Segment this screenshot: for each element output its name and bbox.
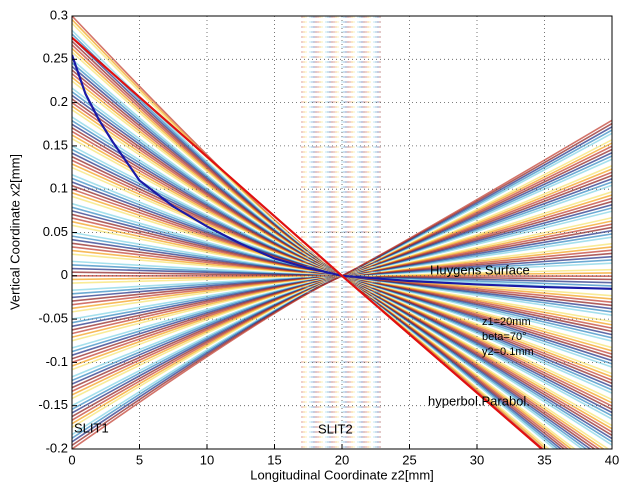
x-tick-label: 25 [402,452,416,467]
y-tick-label: -0.2 [46,440,68,455]
x-tick-label: 0 [68,452,75,467]
x-tick-label: 5 [136,452,143,467]
y-tick-label: 0.15 [43,137,68,152]
y-tick-label: -0.05 [38,311,68,326]
y-tick-label: -0.15 [38,397,68,412]
x-tick-label: 15 [267,452,281,467]
x-tick-label: 20 [335,452,349,467]
y-tick-label: 0 [61,267,68,282]
y-tick-label: 0.1 [50,181,68,196]
annotation: Huygens Surface [430,262,530,277]
y-tick-label: 0.3 [50,7,68,22]
annotation: hyperbol.Parabol. [428,393,530,408]
annotation: SLIT2 [318,421,353,436]
annotation: y2=0.1mm [482,346,534,358]
x-tick-label: 10 [200,452,214,467]
x-axis-label: Longitudinal Coordinate z2[mm] [250,467,434,482]
y-tick-label: 0.05 [43,224,68,239]
y-tick-label: -0.1 [46,354,68,369]
x-tick-label: 30 [470,452,484,467]
annotation: SLIT1 [74,420,109,435]
annotation: z1=20mm [482,316,531,328]
y-tick-label: 0.2 [50,94,68,109]
y-tick-label: 0.25 [43,51,68,66]
x-tick-label: 35 [537,452,551,467]
x-tick-label: 40 [605,452,619,467]
y-axis-label: Vertical Coordinate x2[mm] [7,154,22,310]
annotation: beta=70° [482,331,526,343]
